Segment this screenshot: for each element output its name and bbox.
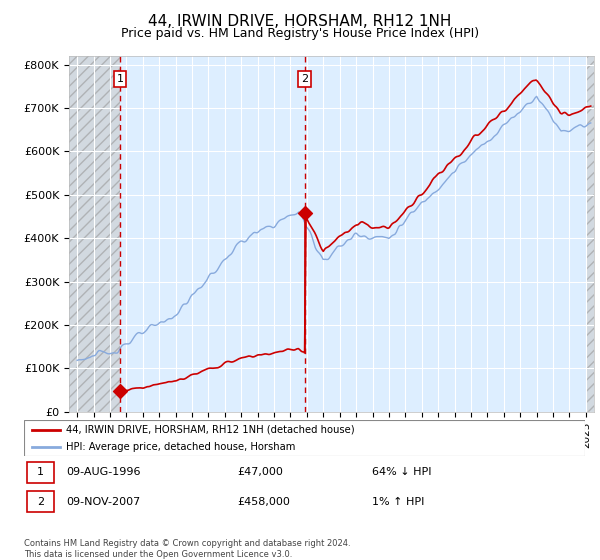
Text: 09-NOV-2007: 09-NOV-2007 xyxy=(66,497,140,507)
Text: 1% ↑ HPI: 1% ↑ HPI xyxy=(372,497,424,507)
Text: Contains HM Land Registry data © Crown copyright and database right 2024.
This d: Contains HM Land Registry data © Crown c… xyxy=(24,539,350,559)
Text: 2: 2 xyxy=(37,497,44,507)
Text: 44, IRWIN DRIVE, HORSHAM, RH12 1NH: 44, IRWIN DRIVE, HORSHAM, RH12 1NH xyxy=(148,14,452,29)
Text: 44, IRWIN DRIVE, HORSHAM, RH12 1NH (detached house): 44, IRWIN DRIVE, HORSHAM, RH12 1NH (deta… xyxy=(66,425,355,435)
Text: Price paid vs. HM Land Registry's House Price Index (HPI): Price paid vs. HM Land Registry's House … xyxy=(121,27,479,40)
Text: £47,000: £47,000 xyxy=(237,467,283,477)
Text: 64% ↓ HPI: 64% ↓ HPI xyxy=(372,467,431,477)
Bar xyxy=(27,461,54,483)
Bar xyxy=(586,56,594,412)
Point xyxy=(300,208,310,217)
Text: 1: 1 xyxy=(37,467,44,477)
Text: 2: 2 xyxy=(301,74,308,84)
Text: £458,000: £458,000 xyxy=(237,497,290,507)
Text: 1: 1 xyxy=(116,74,124,84)
Text: HPI: Average price, detached house, Horsham: HPI: Average price, detached house, Hors… xyxy=(66,442,295,452)
Bar xyxy=(69,56,120,412)
Bar xyxy=(27,491,54,512)
Text: 09-AUG-1996: 09-AUG-1996 xyxy=(66,467,140,477)
Point xyxy=(115,387,125,396)
